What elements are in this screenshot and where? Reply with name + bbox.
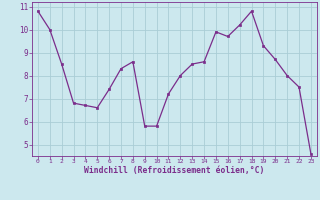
X-axis label: Windchill (Refroidissement éolien,°C): Windchill (Refroidissement éolien,°C) xyxy=(84,166,265,175)
